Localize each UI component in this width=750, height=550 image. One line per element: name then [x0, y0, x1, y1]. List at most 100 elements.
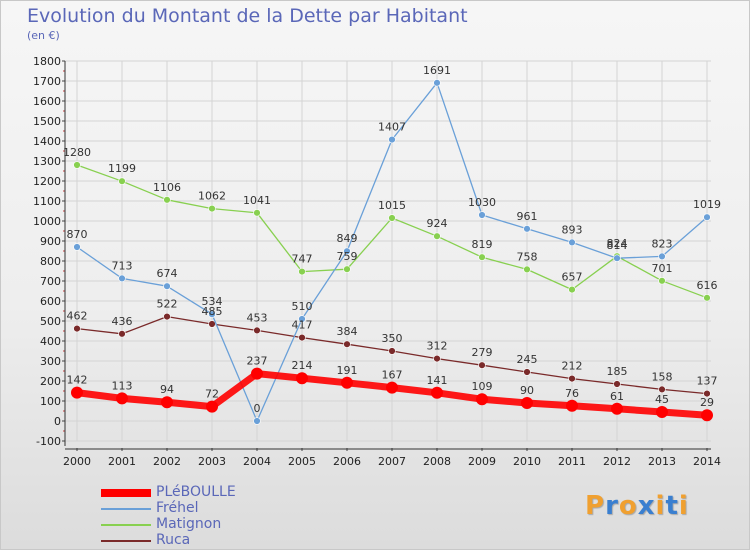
y-tick-label: 300	[40, 355, 61, 368]
data-point	[73, 243, 81, 251]
data-point	[208, 310, 216, 318]
data-point	[253, 209, 261, 217]
data-label: 167	[382, 369, 403, 382]
data-label: 924	[427, 217, 448, 230]
data-label: 417	[292, 319, 313, 332]
data-point	[523, 368, 531, 376]
data-point	[341, 376, 353, 389]
data-label: 713	[112, 259, 133, 272]
x-tick-label: 2012	[603, 455, 631, 468]
data-point	[71, 386, 83, 399]
y-tick-label: 1000	[33, 215, 61, 228]
x-tick-label: 2014	[693, 455, 721, 468]
data-point	[386, 381, 398, 394]
data-labels: 142 113 94 72 237 214 191 167 141 109 90 76 61 45 29 87…	[63, 64, 721, 415]
data-label: 137	[697, 375, 718, 388]
data-label: 142	[67, 374, 88, 387]
x-tick-label: 2010	[513, 455, 541, 468]
x-tick-label: 2008	[423, 455, 451, 468]
data-label: 1280	[63, 146, 91, 159]
data-point	[568, 374, 576, 383]
data-point	[388, 347, 396, 355]
data-label: 185	[607, 365, 628, 378]
data-label: 1019	[693, 198, 721, 211]
data-label: 485	[202, 305, 223, 318]
data-label: 823	[652, 237, 673, 250]
data-label: 0	[254, 402, 261, 415]
data-label: 819	[472, 238, 493, 251]
y-tick-label: 900	[40, 235, 61, 248]
data-label: 870	[67, 228, 88, 241]
data-label: 849	[337, 232, 358, 245]
y-tick-label: 1600	[33, 95, 61, 108]
data-point	[253, 326, 261, 335]
y-tick-label: 1700	[33, 75, 61, 88]
data-label: 758	[517, 250, 538, 263]
chart-title: Evolution du Montant de la Dette par Hab…	[27, 5, 468, 27]
data-point	[433, 354, 441, 363]
data-label: 1106	[153, 181, 181, 194]
x-tick-label: 2013	[648, 455, 676, 468]
data-label: 1015	[378, 199, 406, 212]
legend-swatch	[101, 524, 151, 526]
data-label: 657	[562, 271, 583, 284]
data-point	[208, 320, 216, 328]
data-label: 961	[517, 210, 538, 223]
data-label: 674	[157, 267, 178, 280]
data-point	[566, 399, 578, 412]
y-tick-label: 400	[40, 335, 61, 348]
x-tick-label: 2007	[378, 455, 406, 468]
chart-subtitle: (en €)	[27, 29, 60, 42]
x-tick-label: 2004	[243, 455, 271, 468]
y-tick-label: 1100	[33, 195, 61, 208]
data-label: 1062	[198, 190, 226, 203]
x-tick-label: 2005	[288, 455, 316, 468]
data-label: 72	[205, 388, 219, 401]
data-point	[118, 330, 126, 338]
data-label: 61	[610, 390, 624, 403]
x-tick-labels: 2000 2001 2002 2003 2004 2005 2006 2007 2008 2009…	[63, 455, 721, 468]
y-tick-labels: -100 0 100 200 300 400 500 600 700 800 900 1000 1100…	[33, 55, 61, 448]
data-label: 893	[562, 223, 583, 236]
data-point	[703, 389, 711, 398]
y-tick-label: 1400	[33, 135, 61, 148]
legend-label: PLéBOULLE	[156, 484, 236, 500]
data-label: 76	[565, 387, 579, 400]
data-label: 534	[202, 295, 223, 308]
data-label: 45	[655, 393, 669, 406]
data-label: 94	[160, 383, 174, 396]
data-point	[251, 367, 263, 380]
data-point	[658, 385, 666, 394]
data-label: 759	[337, 250, 358, 263]
data-label: 616	[697, 279, 718, 292]
data-point	[476, 393, 488, 406]
y-tick-label: 1800	[33, 55, 61, 68]
y-tick-label: 1200	[33, 175, 61, 188]
data-point	[478, 211, 486, 219]
proxiti-logo: Proxiti	[585, 491, 689, 521]
data-point	[703, 294, 711, 302]
series-lines	[71, 79, 713, 425]
data-point	[701, 409, 713, 422]
data-label: 522	[157, 298, 178, 311]
data-label: 113	[112, 379, 133, 392]
grid-lines	[65, 60, 711, 442]
y-tick-label: -100	[36, 435, 61, 448]
data-label: 1030	[468, 196, 496, 209]
data-point	[521, 397, 533, 409]
data-label: 214	[292, 359, 313, 372]
data-point	[298, 333, 306, 342]
data-point	[118, 274, 126, 283]
data-point	[658, 277, 666, 285]
data-label: 1691	[423, 64, 451, 77]
x-tick-label: 2002	[153, 455, 181, 468]
data-point	[523, 225, 531, 233]
data-label: 212	[562, 360, 583, 373]
x-tick-label: 2001	[108, 455, 136, 468]
y-tick-label: 1300	[33, 155, 61, 168]
data-point	[613, 380, 621, 388]
x-tick-label: 2006	[333, 455, 361, 468]
data-point	[73, 324, 81, 333]
data-point	[478, 253, 486, 261]
